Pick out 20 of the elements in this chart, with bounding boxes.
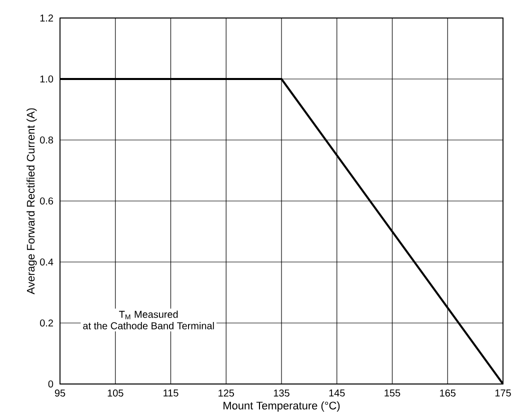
x-tick-label: 155 (384, 390, 400, 396)
annotation: T$_{M}$ Measured (119, 310, 178, 320)
y-tick-label: 0.4 (40, 258, 54, 266)
x-tick-label: 175 (495, 390, 511, 396)
x-axis-title: Mount Temperature (°C) (224, 401, 340, 412)
y-tick-label: 0.8 (40, 136, 54, 144)
annotation: at the Cathode Band Terminal (83, 322, 214, 330)
y-tick-label: 0.2 (40, 319, 53, 327)
y-tick-label: 0.6 (40, 197, 54, 205)
x-tick-label: 145 (329, 390, 345, 396)
x-tick-label: 115 (164, 390, 178, 396)
x-tick-label: 95 (54, 390, 66, 397)
y-tick-label: 1.0 (40, 75, 54, 83)
y-tick-label: 1.2 (40, 14, 53, 22)
x-tick-label: 165 (440, 390, 456, 397)
x-tick-label: 135 (274, 390, 290, 397)
x-tick-label: 105 (108, 390, 124, 397)
y-tick-label: 0 (48, 380, 54, 388)
y-axis-title: Average Forward Rectified Current (A) (26, 108, 37, 294)
x-tick-label: 125 (218, 390, 234, 397)
